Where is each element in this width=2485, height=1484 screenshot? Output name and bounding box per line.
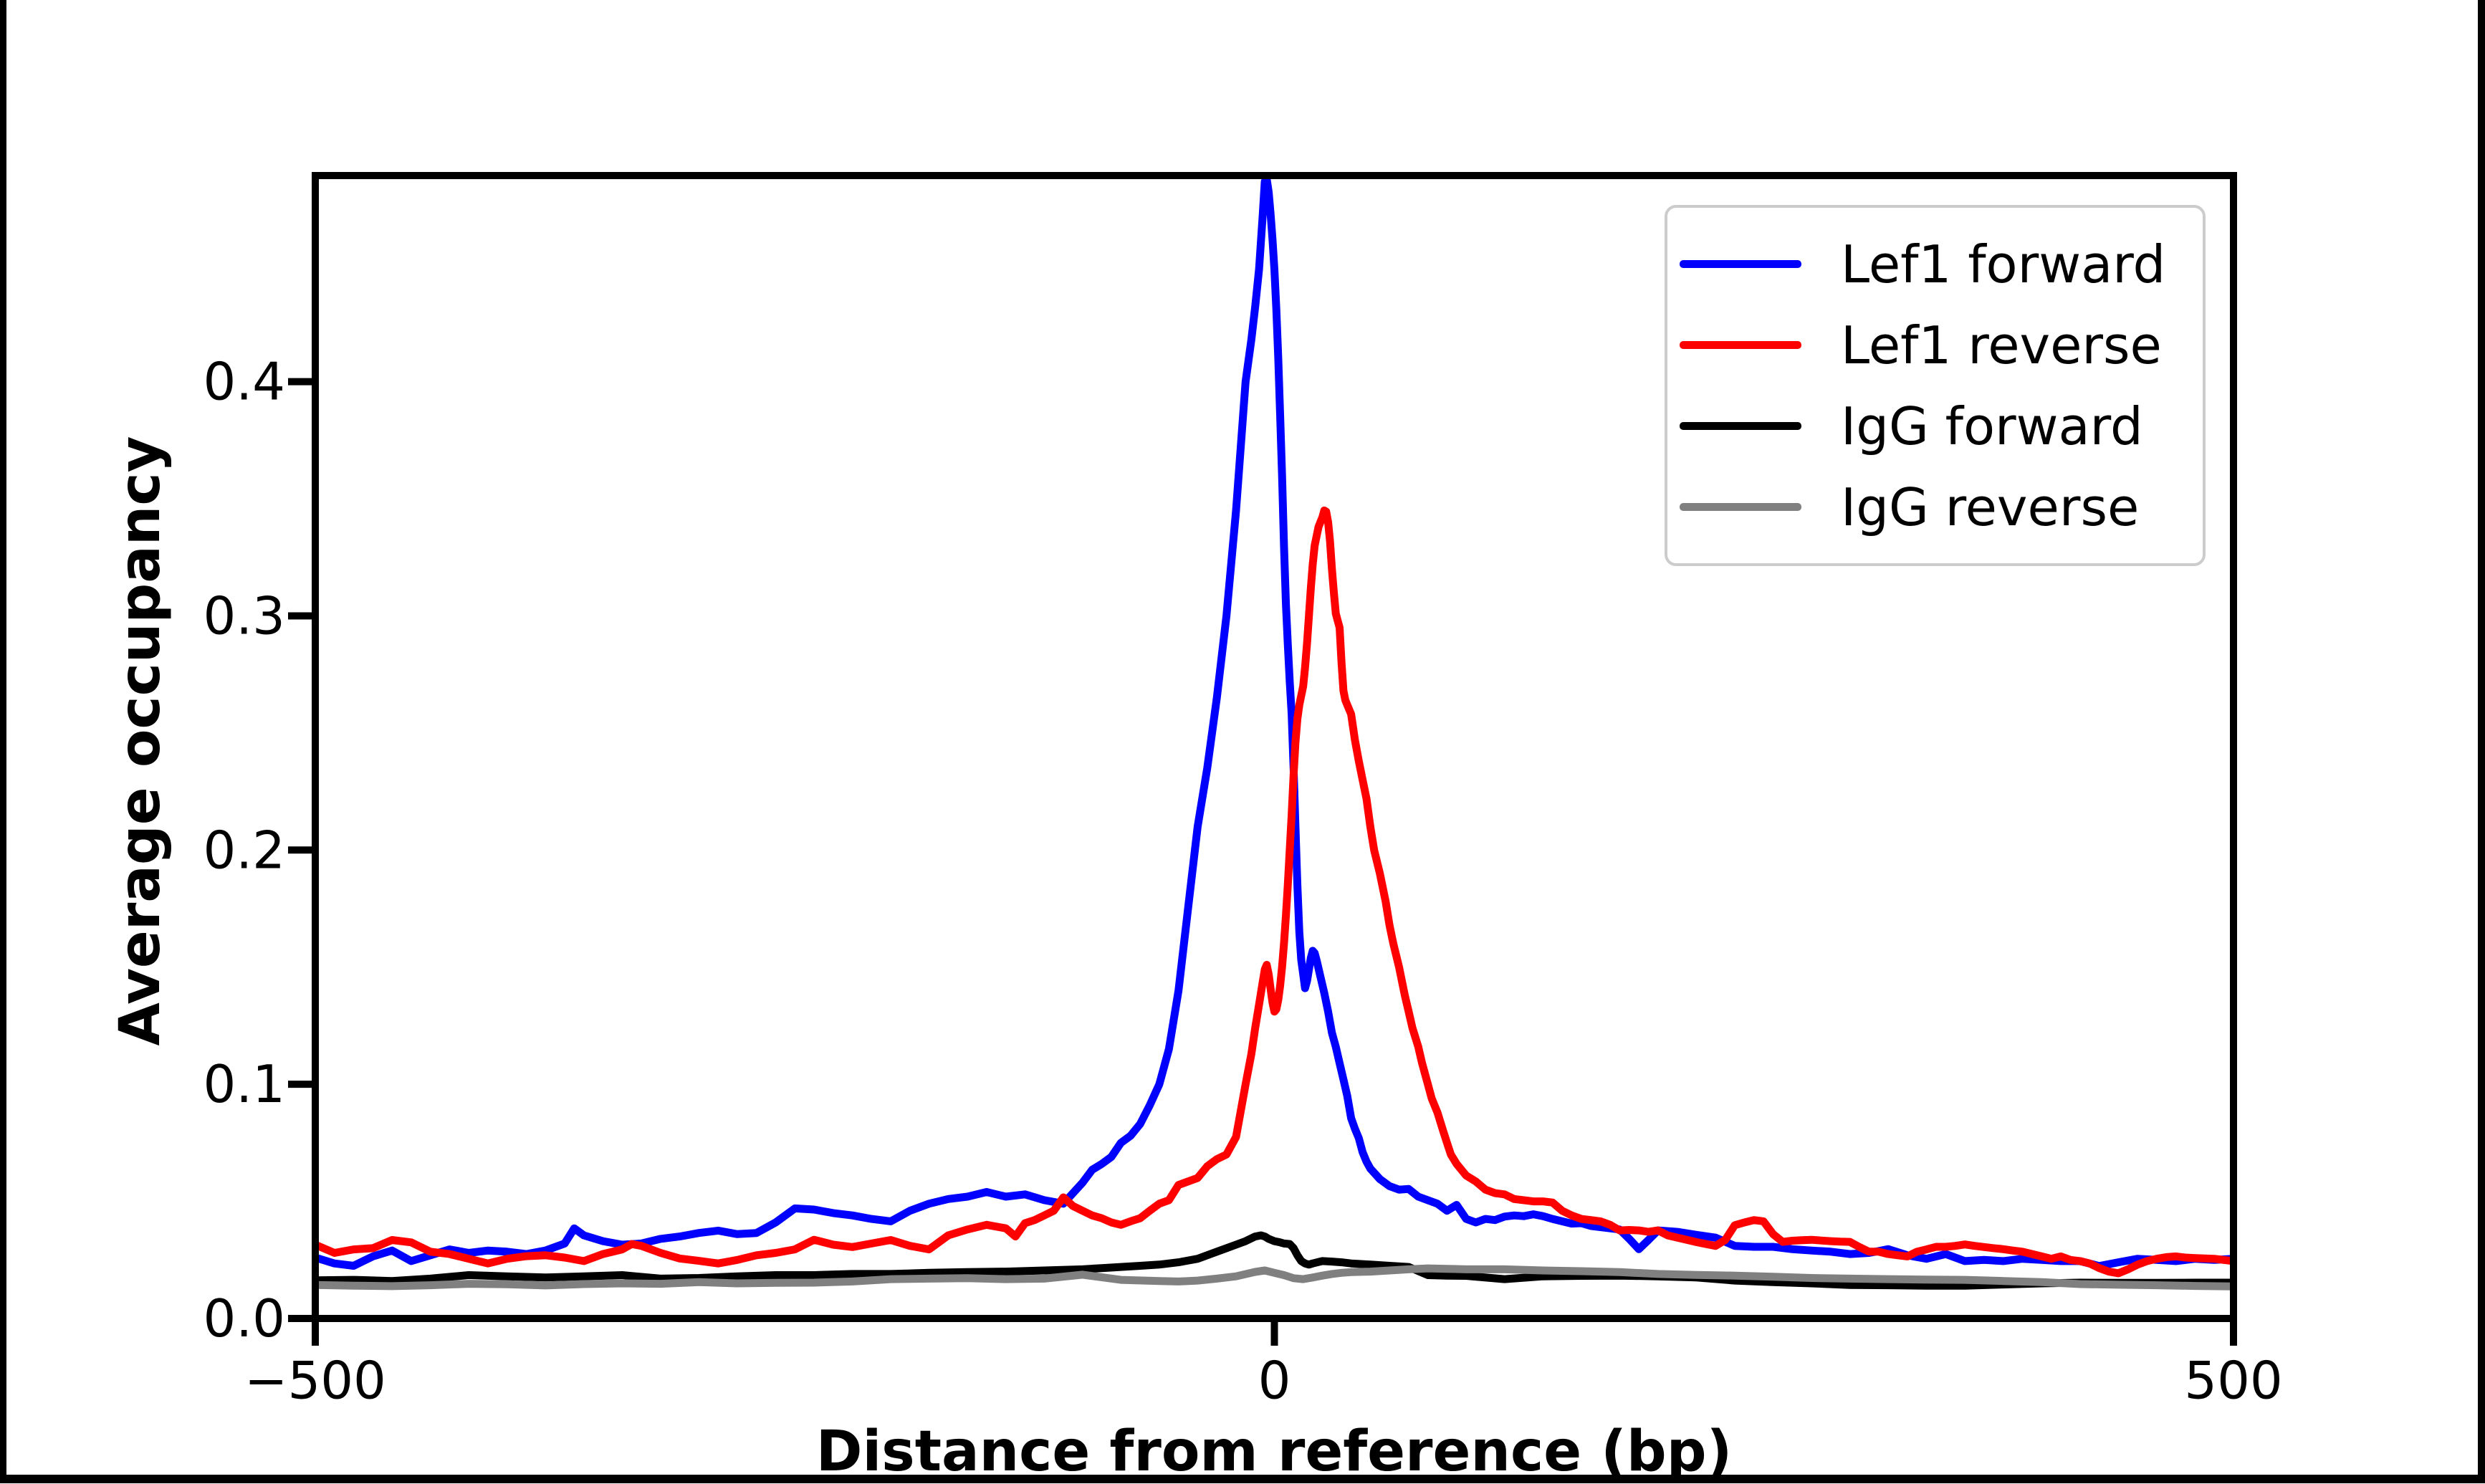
legend-item-lef1-forward: Lef1 forward xyxy=(1667,224,2203,305)
lef1-forward-line-sample-icon xyxy=(1680,260,1801,268)
legend-label: Lef1 forward xyxy=(1841,234,2166,295)
x-tick-label: −500 xyxy=(244,1351,386,1411)
y-tick-label: 0.0 xyxy=(203,1288,285,1349)
y-tick-label: 0.1 xyxy=(203,1054,285,1114)
screen-edge-right xyxy=(2478,0,2485,1483)
legend-item-igg-reverse: IgG reverse xyxy=(1667,466,2203,547)
lef1-reverse-line-sample-icon xyxy=(1680,341,1801,349)
series-line-igg-reverse xyxy=(315,1264,2233,1291)
x-tick-label: 500 xyxy=(2184,1351,2282,1411)
y-tick-label: 0.2 xyxy=(203,820,285,880)
axis-ticks xyxy=(288,378,2237,1346)
igg-forward-line-sample-icon xyxy=(1680,422,1801,430)
x-axis-label: Distance from reference (bp) xyxy=(815,1420,1733,1484)
series-line-lef1-forward xyxy=(315,176,2233,1270)
plot-lines xyxy=(315,176,2233,1291)
legend-item-lef1-reverse: Lef1 reverse xyxy=(1667,305,2203,386)
screen-edge-bottom xyxy=(0,1475,2485,1483)
series-line-lef1-reverse xyxy=(315,506,2233,1278)
legend-label: IgG forward xyxy=(1841,396,2143,456)
screen-edge-left xyxy=(0,0,6,1483)
y-axis-label: Average occupancy xyxy=(108,436,173,1046)
legend-item-igg-forward: IgG forward xyxy=(1667,386,2203,466)
x-tick-label: 0 xyxy=(1258,1351,1291,1411)
series-line-igg-forward xyxy=(315,1231,2233,1290)
axis-tick-labels: −500 0 500 0.0 0.1 0.2 0.3 0.4 xyxy=(203,352,2282,1411)
legend: Lef1 forward Lef1 reverse IgG forward Ig… xyxy=(1665,205,2206,566)
y-tick-label: 0.3 xyxy=(203,585,285,646)
legend-label: Lef1 reverse xyxy=(1841,315,2162,375)
igg-reverse-line-sample-icon xyxy=(1680,503,1801,511)
y-tick-label: 0.4 xyxy=(203,352,285,412)
legend-label: IgG reverse xyxy=(1841,477,2140,537)
